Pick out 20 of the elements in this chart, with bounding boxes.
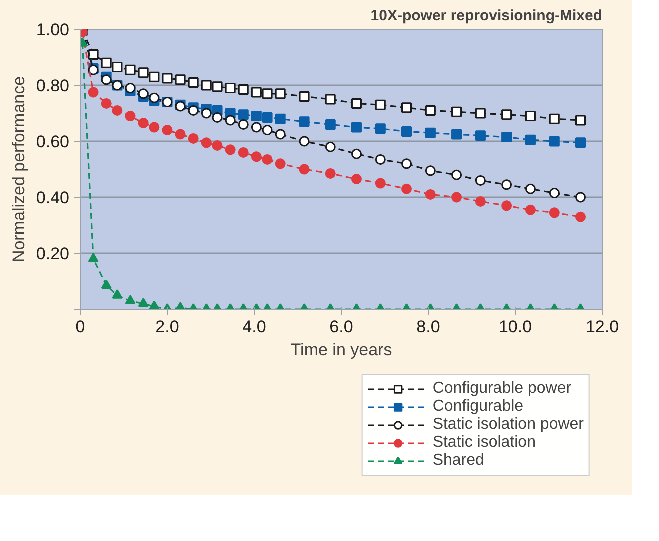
x-tick-label: 0: [76, 318, 86, 336]
legend-label: Shared: [432, 452, 484, 470]
y-tick-label: 0.40: [36, 188, 70, 208]
y-tick-label: 1.00: [36, 20, 70, 40]
x-tick-label: 12.0: [586, 318, 620, 336]
chart-title: 10X-power reprovisioning-Mixed: [370, 8, 603, 24]
legend-label: Configurable power: [432, 380, 572, 398]
y-axis-title: Normalized performance: [9, 76, 28, 263]
y-tick-label: 0.80: [36, 76, 70, 96]
x-axis-title: Time in years: [290, 340, 392, 360]
y-tick-label: 0.60: [36, 132, 70, 152]
y-tick-label: 0.20: [36, 244, 70, 264]
x-tick-label: 6.0: [330, 318, 354, 336]
legend-label: Configurable: [432, 398, 524, 416]
x-tick-label: 2.0: [156, 318, 180, 336]
x-tick-label: 10.0: [498, 318, 532, 336]
x-tick-label: 8.0: [416, 318, 440, 336]
legend-label: Static isolation: [432, 434, 536, 452]
x-tick-label: 4.0: [242, 318, 266, 336]
legend-label: Static isolation power: [432, 416, 584, 434]
